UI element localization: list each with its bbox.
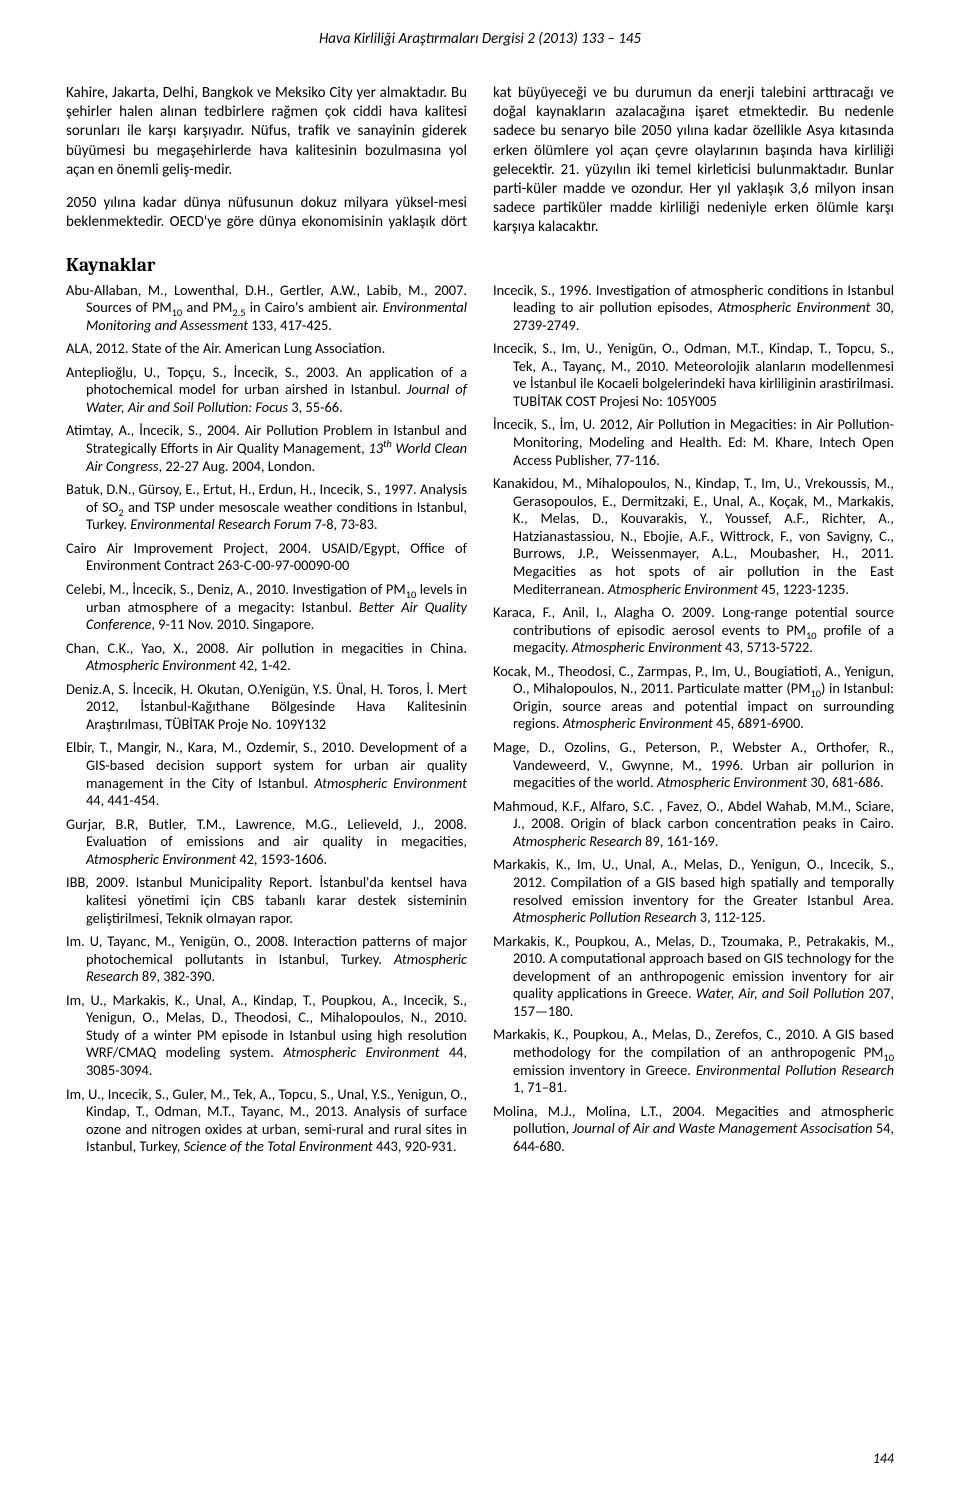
- reference-item: Elbir, T., Mangir, N., Kara, M., Ozdemir…: [66, 739, 467, 809]
- reference-item: Atimtay, A., İncecik, S., 2004. Air Poll…: [66, 422, 467, 475]
- ref-text: 1, 71–81.: [513, 1078, 567, 1096]
- ref-text: , 22-27 Aug. 2004, London.: [159, 457, 316, 475]
- reference-item: Mahmoud, K.F., Alfaro, S.C. , Favez, O.,…: [493, 798, 894, 851]
- ref-italic: Water, Air, and Soil Pollution: [696, 984, 865, 1002]
- reference-item: Kanakidou, M., Mihalopoulos, N., Kindap,…: [493, 475, 894, 598]
- ref-italic: Atmospheric Environment: [572, 638, 722, 656]
- reference-item: ALA, 2012. State of the Air. American Lu…: [66, 340, 467, 358]
- reference-item: Karaca, F., Anil, I., Alagha O. 2009. Lo…: [493, 604, 894, 657]
- reference-item: Im, U., Incecik, S., Guler, M., Tek, A.,…: [66, 1086, 467, 1156]
- ref-text: , 9-11 Nov. 2010. Singapore.: [151, 615, 314, 633]
- ref-italic: Science of the Total Environment: [184, 1137, 373, 1155]
- journal-header: Hava Kirliliği Araştırmaları Dergisi 2 (…: [66, 30, 894, 48]
- body-columns: Kahire, Jakarta, Delhi, Bangkok ve Meksi…: [66, 84, 894, 238]
- ref-italic: Environmental Research Forum: [130, 515, 311, 533]
- ref-text: 3, 55-66.: [288, 398, 343, 416]
- references-columns: Abu-Allaban, M., Lowenthal, D.H., Gertle…: [66, 282, 894, 1162]
- ref-text: and PM: [182, 298, 232, 316]
- reference-item: Mage, D., Ozolins, G., Peterson, P., Web…: [493, 739, 894, 792]
- ref-italic: Atmospheric Environment: [718, 298, 870, 316]
- reference-item: IBB, 2009. Istanbul Municipality Report.…: [66, 874, 467, 927]
- body-paragraph: Kahire, Jakarta, Delhi, Bangkok ve Meksi…: [66, 84, 467, 180]
- ref-text: Chan, C.K., Yao, X., 2008. Air pollution…: [66, 639, 467, 657]
- reference-item: Celebi, M., İncecik, S., Deniz, A., 2010…: [66, 581, 467, 634]
- ref-italic: Journal of Air and Waste Management Asso…: [572, 1119, 872, 1137]
- ref-italic: Atmospheric Environment: [314, 774, 467, 792]
- reference-item: Im, U., Markakis, K., Unal, A., Kindap, …: [66, 992, 467, 1080]
- ref-text: in Cairo's ambient air.: [246, 298, 383, 316]
- ref-italic: Environmental Pollution Research: [696, 1061, 894, 1079]
- reference-item: Markakis, K., Im, U., Unal, A., Melas, D…: [493, 856, 894, 926]
- references-heading: Kaynaklar: [66, 254, 894, 276]
- reference-item: İncecik, S., İm, U. 2012, Air Pollution …: [493, 416, 894, 469]
- ref-text: emission inventory in Greece.: [513, 1061, 696, 1079]
- ref-italic: Atmospheric Environment: [86, 656, 236, 674]
- reference-item: Kocak, M., Theodosi, C., Zarmpas, P., Im…: [493, 663, 894, 733]
- ref-text: 43, 5713-5722.: [722, 638, 813, 656]
- reference-item: Markakis, K., Poupkou, A., Melas, D., Tz…: [493, 933, 894, 1021]
- ref-text: Celebi, M., İncecik, S., Deniz, A., 2010…: [66, 580, 406, 598]
- ref-text: 133, 417-425.: [248, 316, 332, 334]
- reference-item: Chan, C.K., Yao, X., 2008. Air pollution…: [66, 640, 467, 675]
- reference-item: Cairo Air Improvement Project, 2004. USA…: [66, 540, 467, 575]
- reference-item: Batuk, D.N., Gürsoy, E., Ertut, H., Erdu…: [66, 481, 467, 534]
- ref-text: 89, 161-169.: [642, 832, 719, 850]
- reference-item: Incecik, S., 1996. Investigation of atmo…: [493, 282, 894, 335]
- ref-italic: Atmospheric Environment: [283, 1043, 439, 1061]
- ref-italic: Atmospheric Environment: [563, 714, 713, 732]
- ref-italic: Atmospheric Environment: [86, 850, 236, 868]
- reference-item: Im. U, Tayanc, M., Yenigün, O., 2008. In…: [66, 933, 467, 986]
- paragraph-gap: [66, 180, 467, 194]
- ref-text: 7-8, 73-83.: [311, 515, 377, 533]
- ref-italic: Atmospheric Pollution Research: [513, 908, 696, 926]
- reference-item: Incecik, S., Im, U., Yenigün, O., Odman,…: [493, 340, 894, 410]
- ref-text: Markakis, K., Im, U., Unal, A., Melas, D…: [493, 855, 894, 908]
- ref-text: 3, 112-125.: [696, 908, 765, 926]
- ref-text: 89, 382-390.: [139, 967, 216, 985]
- reference-item: Abu-Allaban, M., Lowenthal, D.H., Gertle…: [66, 282, 467, 335]
- ref-text: Mahmoud, K.F., Alfaro, S.C. , Favez, O.,…: [493, 797, 894, 833]
- ref-text: 45, 6891-6900.: [713, 714, 804, 732]
- ref-text: 42, 1593-1606.: [236, 850, 327, 868]
- reference-item: Deniz.A, S. İncecik, H. Okutan, O.Yenigü…: [66, 681, 467, 734]
- ref-text: Gurjar, B.R, Butler, T.M., Lawrence, M.G…: [66, 815, 467, 851]
- ref-italic: Atmospheric Environment: [608, 580, 758, 598]
- superscript: th: [383, 437, 392, 450]
- ref-text: 30, 681-686.: [807, 773, 884, 791]
- ref-text: 443, 920-931.: [373, 1137, 457, 1155]
- ref-text: Markakis, K., Poupkou, A., Melas, D., Ze…: [493, 1025, 894, 1061]
- ref-text: 44, 441-454.: [86, 791, 159, 809]
- reference-item: Markakis, K., Poupkou, A., Melas, D., Ze…: [493, 1026, 894, 1096]
- ref-italic: Atmospheric Research: [513, 832, 642, 850]
- ref-text: 45, 1223-1235.: [758, 580, 849, 598]
- page-number: 144: [873, 1450, 894, 1467]
- reference-item: Gurjar, B.R, Butler, T.M., Lawrence, M.G…: [66, 816, 467, 869]
- ref-text: 42, 1-42.: [236, 656, 291, 674]
- ref-italic: Atmospheric Environment: [657, 773, 807, 791]
- reference-item: Anteplioğlu, U., Topçu, S., İncecik, S.,…: [66, 364, 467, 417]
- reference-item: Molina, M.J., Molina, L.T., 2004. Megaci…: [493, 1103, 894, 1156]
- page: Hava Kirliliği Araştırmaları Dergisi 2 (…: [0, 0, 960, 1485]
